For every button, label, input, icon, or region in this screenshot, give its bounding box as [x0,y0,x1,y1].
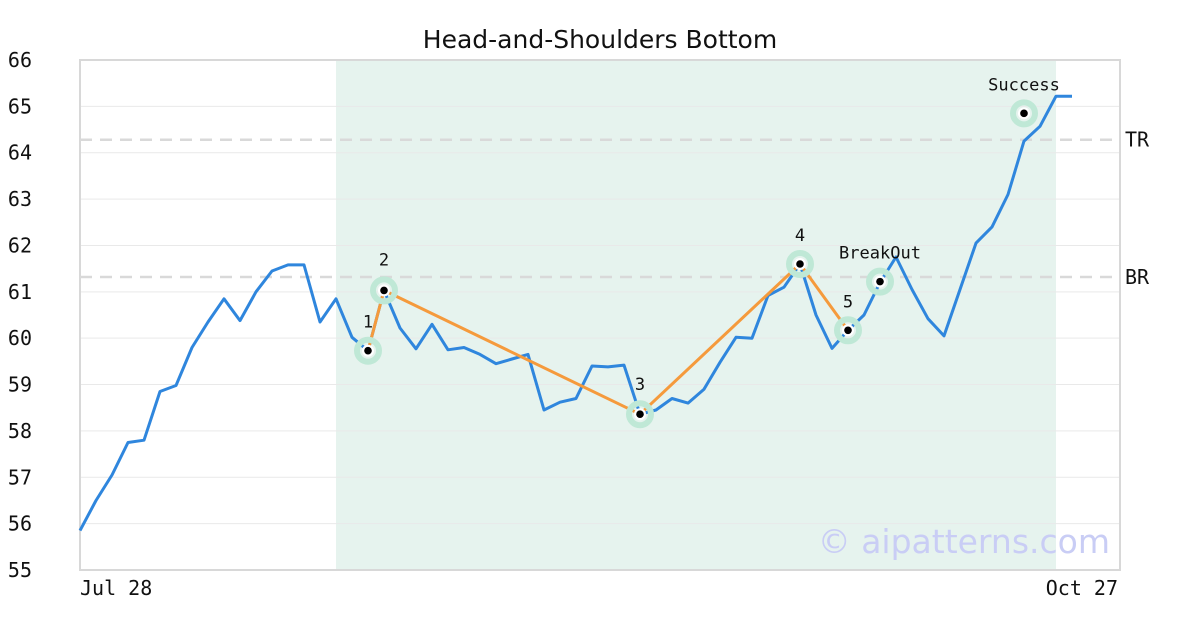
pattern-point-2-ring [370,276,398,305]
pattern-point-4-ring [786,250,814,278]
pattern-point-5-ring [834,316,862,345]
pattern-point-2-label: 2 [379,250,389,270]
y-tick-label-58: 58 [8,419,32,443]
pattern-point-4-dot [796,260,804,268]
x-tick-end: Oct 27 [1046,576,1118,600]
pattern-point-5-label: 5 [843,292,853,312]
y-tick-label-57: 57 [8,465,32,489]
pattern-point-5-dot [844,326,852,335]
y-tick-label-63: 63 [8,187,32,211]
pattern-point-3-label: 3 [635,375,645,395]
y-tick-label-65: 65 [8,94,32,118]
event-point-success-label: Success [988,75,1060,95]
pattern-highlight-band [336,60,1056,570]
y-tick-label-61: 61 [8,280,32,304]
y-axis-ticks: 55 56 57 58 59 60 61 62 63 64 65 66 [8,48,32,582]
y-tick-label-66: 66 [8,48,32,72]
y-tick-label-56: 56 [8,512,32,536]
pattern-markers: 1 2 3 4 5 BreakOut Success [354,75,1060,429]
pattern-point-1-label: 1 [363,313,373,333]
pattern-point-4-label: 4 [795,226,805,246]
event-point-breakout-ring [866,267,894,296]
pattern-point-1-dot [364,346,372,355]
pattern-point-1-ring [354,336,382,365]
reference-lines: TR BR [80,128,1150,289]
pattern-point-3-dot [636,410,644,419]
plot-frame [79,59,1121,571]
y-tick-label-55: 55 [8,558,32,582]
ref-line-label-br: BR [1125,265,1150,289]
event-point-success-ring [1010,99,1038,128]
price-series-line [78,94,1072,532]
pattern-point-2-dot [380,286,388,295]
chart-title: Head-and-Shoulders Bottom [423,25,777,54]
grid-lines [80,105,1120,525]
y-tick-label-60: 60 [8,326,32,350]
x-tick-start: Jul 28 [80,576,152,600]
ref-line-label-tr: TR [1125,128,1150,152]
event-point-success-dot [1020,109,1028,118]
y-tick-label-62: 62 [8,233,32,257]
y-tick-label-64: 64 [8,141,32,165]
watermark-text: © aipatterns.com [818,522,1110,561]
pattern-point-3-ring [626,400,654,429]
event-point-breakout-label: BreakOut [839,244,921,264]
y-tick-label-59: 59 [8,373,32,397]
event-point-breakout-dot [876,277,884,286]
